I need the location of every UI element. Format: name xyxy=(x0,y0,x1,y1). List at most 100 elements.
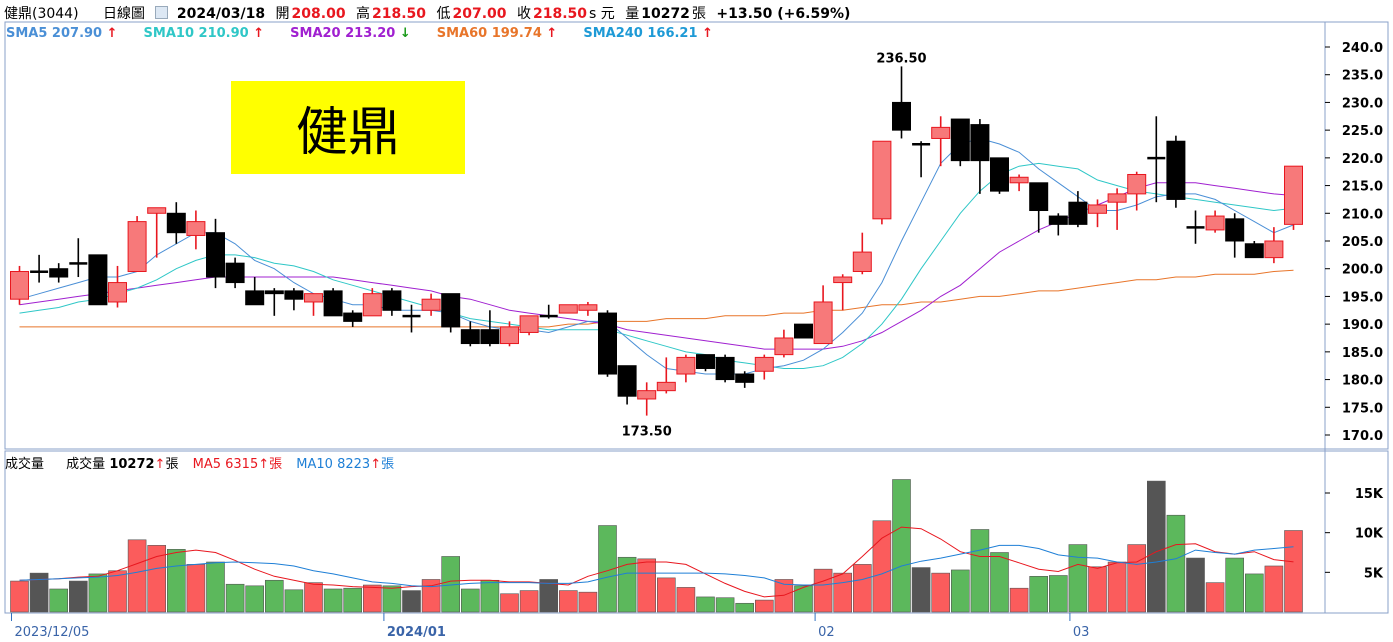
sma-legend-label: SMA60 199.74 xyxy=(436,26,542,41)
x-tick-label: 2023/12/05 xyxy=(15,625,90,640)
volume-tick-label: 5K xyxy=(1364,566,1384,581)
stock-title-box: 健鼎 xyxy=(231,81,465,174)
volume-bar xyxy=(225,583,245,613)
price-tick-label: 190.0 xyxy=(1342,318,1383,333)
price-panel-frame xyxy=(4,21,1389,450)
volume-bar xyxy=(147,545,166,613)
vol-value: 10272 xyxy=(109,457,155,472)
candle-body-down xyxy=(166,212,186,234)
volume-bar xyxy=(950,569,970,613)
volume-bar xyxy=(108,570,127,613)
volume-bar xyxy=(676,587,696,613)
volume-bar xyxy=(382,585,402,613)
candle-body-up xyxy=(519,315,539,333)
volume-unit: 張 xyxy=(691,6,706,22)
price-tick-label: 240.0 xyxy=(1342,41,1383,56)
volume-bar xyxy=(539,579,559,613)
volume-panel-title: 成交量 xyxy=(5,457,45,472)
price-tick-label: 195.0 xyxy=(1342,290,1383,305)
candle-body-down xyxy=(49,268,69,278)
candle-body-down xyxy=(441,293,461,328)
volume-bar xyxy=(500,593,519,613)
stock-name[interactable]: 健鼎(3044) xyxy=(4,6,79,22)
sma-legend-item: SMA5 207.90 ↑ xyxy=(6,26,118,41)
ma10-arrow: ↑ xyxy=(370,457,382,472)
candle-body-up xyxy=(500,326,519,345)
price-unit: s 元 xyxy=(589,6,615,22)
volume-bar xyxy=(421,579,441,613)
low-label: 低 xyxy=(436,6,451,22)
candle-body-up xyxy=(774,337,794,356)
candle-body-down xyxy=(88,254,108,306)
sma5-line xyxy=(19,137,1294,375)
arrow-up-icon: ↑ xyxy=(702,26,713,41)
volume-bar xyxy=(715,597,735,613)
price-annotation: 173.50 xyxy=(622,425,672,440)
volume-bar xyxy=(794,585,813,613)
volume-bar xyxy=(931,572,951,613)
candle-body-down xyxy=(343,312,363,322)
price-tick-label: 205.0 xyxy=(1342,235,1383,250)
price-tick-label: 170.0 xyxy=(1342,429,1383,444)
price-tick-label: 175.0 xyxy=(1342,401,1383,416)
candle-body-down xyxy=(264,290,284,295)
chart-type-label[interactable]: 日線圖 xyxy=(103,6,146,22)
volume-bar xyxy=(29,572,49,613)
volume-bar xyxy=(990,552,1009,613)
sma60-line xyxy=(19,269,1294,328)
volume-bar xyxy=(323,588,343,613)
vol-unit: 張 xyxy=(165,457,179,472)
high-value: 218.50 xyxy=(372,6,427,22)
volume-bar xyxy=(1225,557,1244,613)
candle-body-down xyxy=(950,118,970,162)
volume-bar xyxy=(343,587,363,613)
volume-bar xyxy=(1147,480,1166,613)
candle-body-up xyxy=(10,270,29,300)
ma5-unit: 張 xyxy=(269,457,283,472)
arrow-up-icon: ↑ xyxy=(106,26,118,41)
x-tick-label: 2024/01 xyxy=(387,625,446,640)
dropdown-icon[interactable] xyxy=(155,6,169,19)
ma5-arrow: ↑ xyxy=(258,457,270,472)
candle-body-down xyxy=(1244,243,1264,259)
candle-body-down xyxy=(617,365,637,397)
candle-body-up xyxy=(1205,215,1225,231)
candle-body-down xyxy=(245,290,265,306)
candle-body-up xyxy=(637,390,657,400)
candle-body-down xyxy=(460,329,480,345)
open-value: 208.00 xyxy=(291,6,346,22)
volume-bar xyxy=(284,589,304,613)
candle-body-doji xyxy=(539,314,558,318)
candle-body-down xyxy=(1029,182,1049,212)
sma-legend: SMA5 207.90 ↑ SMA10 210.90 ↑ SMA20 213.20 … xyxy=(6,26,739,41)
volume-bar xyxy=(304,582,323,613)
volume-tick-label: 10K xyxy=(1355,527,1384,542)
candle-body-doji xyxy=(912,143,931,146)
volume-bar xyxy=(656,577,676,613)
price-tick-label: 230.0 xyxy=(1342,96,1383,111)
volume-ma5-line xyxy=(19,526,1294,598)
volume-bar xyxy=(1284,530,1303,613)
candle-body-down xyxy=(1225,218,1245,242)
candle-body-up xyxy=(676,356,696,375)
ma10-value: 8223 xyxy=(337,457,371,472)
close-value: 218.50 xyxy=(532,6,588,22)
sma-legend-item: SMA60 199.74 ↑ xyxy=(437,26,558,41)
volume-bar xyxy=(49,588,69,613)
high-label: 高 xyxy=(356,6,371,22)
candle-body-up xyxy=(1107,193,1127,203)
volume-panel-frame xyxy=(4,450,1389,614)
price-tick-label: 235.0 xyxy=(1342,69,1383,84)
candle-body-up xyxy=(147,207,167,214)
volume-legend: 成交量 成交量 10272↑張 MA5 6315↑張 MA10 8223↑張 xyxy=(5,453,404,472)
candle-body-down xyxy=(284,290,304,300)
vol-arrow: ↑ xyxy=(154,457,166,472)
volume-bar xyxy=(1107,561,1127,613)
vol-label: 成交量 xyxy=(66,457,106,472)
candle-body-up xyxy=(186,221,206,236)
candle-body-down xyxy=(323,290,343,317)
volume-bar xyxy=(362,584,382,613)
volume-bar xyxy=(480,579,500,613)
quote-header: 健鼎(3044) 日線圖 2024/03/18 開 208.00 高 218.50 … xyxy=(4,3,856,23)
